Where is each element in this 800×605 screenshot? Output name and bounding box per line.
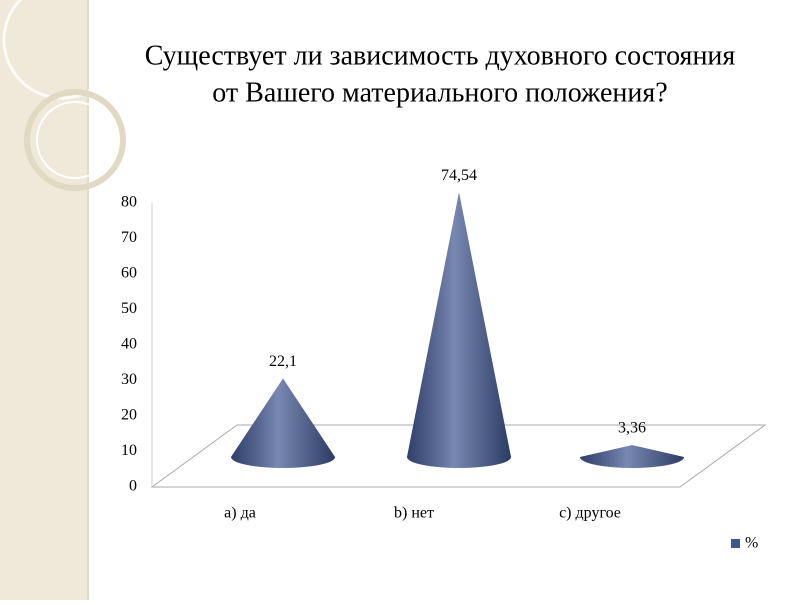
y-tick-label: 40 bbox=[121, 336, 137, 353]
x-tick-label: c) другое bbox=[559, 505, 621, 522]
chart-title: Существует ли зависимость духовного сост… bbox=[145, 40, 736, 71]
y-tick-label: 0 bbox=[129, 478, 137, 495]
y-tick-label: 10 bbox=[121, 442, 137, 459]
cone-shading bbox=[580, 445, 684, 468]
decor-circle bbox=[2, 0, 122, 100]
decor-circle bbox=[24, 89, 126, 191]
value-label: 22,1 bbox=[269, 353, 297, 370]
x-tick-label: а) да bbox=[224, 505, 256, 522]
cone-shading bbox=[407, 192, 511, 468]
floor bbox=[150, 424, 767, 488]
y-tick-label: 50 bbox=[121, 300, 137, 317]
value-label: 3,36 bbox=[618, 420, 646, 437]
cone-shading bbox=[231, 378, 335, 468]
chart-title: от Вашего материального положения? bbox=[212, 77, 667, 108]
x-tick-label: b) нет bbox=[394, 505, 434, 522]
y-tick-label: 70 bbox=[121, 229, 137, 246]
decor-circle bbox=[36, 101, 114, 179]
y-tick-label: 30 bbox=[121, 371, 137, 388]
y-tick-label: 20 bbox=[121, 407, 137, 424]
value-label: 74,54 bbox=[441, 167, 477, 184]
legend-swatch bbox=[731, 539, 740, 548]
y-tick-label: 60 bbox=[121, 265, 137, 282]
legend-label: % bbox=[745, 535, 758, 552]
y-tick-label: 80 bbox=[121, 194, 137, 211]
